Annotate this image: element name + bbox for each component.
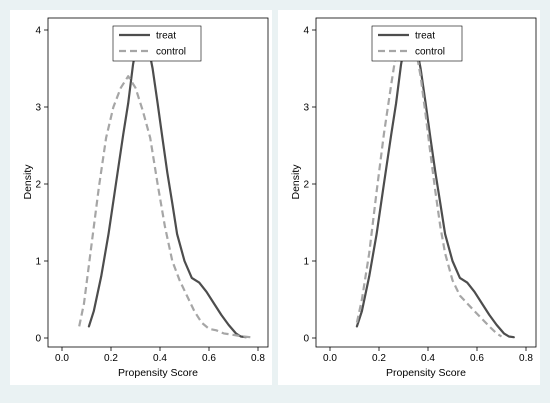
plot-frame: [47, 17, 269, 348]
series-line-control: [78, 75, 251, 339]
legend-label-treat: treat: [156, 31, 176, 42]
density-chart-left: Propensity Score Density 0.0 0.2 0.4 0.6 0.8…: [22, 17, 269, 379]
panel-background-left: [10, 10, 272, 385]
panel-background-right: [278, 10, 540, 385]
x-tick-label: 0.0: [55, 353, 69, 364]
y-tick-label: 2: [35, 180, 41, 191]
x-tick-label: 0.6: [470, 353, 484, 364]
series-line-treat: [355, 28, 515, 339]
x-tick-label: 0.2: [104, 353, 118, 364]
x-tick-label: 0.8: [519, 353, 533, 364]
x-tick-label: 0.4: [421, 353, 435, 364]
legend-box: [371, 25, 463, 62]
x-axis-title: Propensity Score: [386, 367, 466, 379]
y-tick-label: 0: [303, 334, 309, 345]
x-tick-label: 0.0: [323, 353, 337, 364]
y-tick-label: 3: [35, 103, 41, 114]
y-axis-title: Density: [22, 164, 34, 200]
series-line-control: [355, 28, 503, 338]
y-tick-label: 1: [35, 257, 41, 268]
y-tick-label: 4: [303, 26, 309, 37]
x-tick-label: 0.4: [153, 353, 167, 364]
y-tick-label: 4: [35, 26, 41, 37]
plot-frame: [315, 17, 537, 348]
x-axis-title: Propensity Score: [118, 367, 198, 379]
y-tick-label: 3: [303, 103, 309, 114]
legend-label-control: control: [156, 47, 186, 58]
legend: treat control: [371, 25, 463, 62]
legend-label-control: control: [415, 47, 445, 58]
y-tick-label: 0: [35, 334, 41, 345]
x-tick-label: 0.6: [202, 353, 216, 364]
x-tick-label: 0.8: [251, 353, 265, 364]
legend: treat control: [112, 25, 202, 62]
y-tick-label: 2: [303, 180, 309, 191]
x-tick-label: 0.2: [372, 353, 386, 364]
density-chart-right: Propensity Score Density 0.0 0.2 0.4 0.6 0.8…: [290, 17, 537, 379]
legend-box: [112, 25, 202, 62]
legend-label-treat: treat: [415, 31, 435, 42]
y-tick-label: 1: [303, 257, 309, 268]
series-line-treat: [87, 28, 247, 339]
y-axis-title: Density: [290, 164, 302, 200]
